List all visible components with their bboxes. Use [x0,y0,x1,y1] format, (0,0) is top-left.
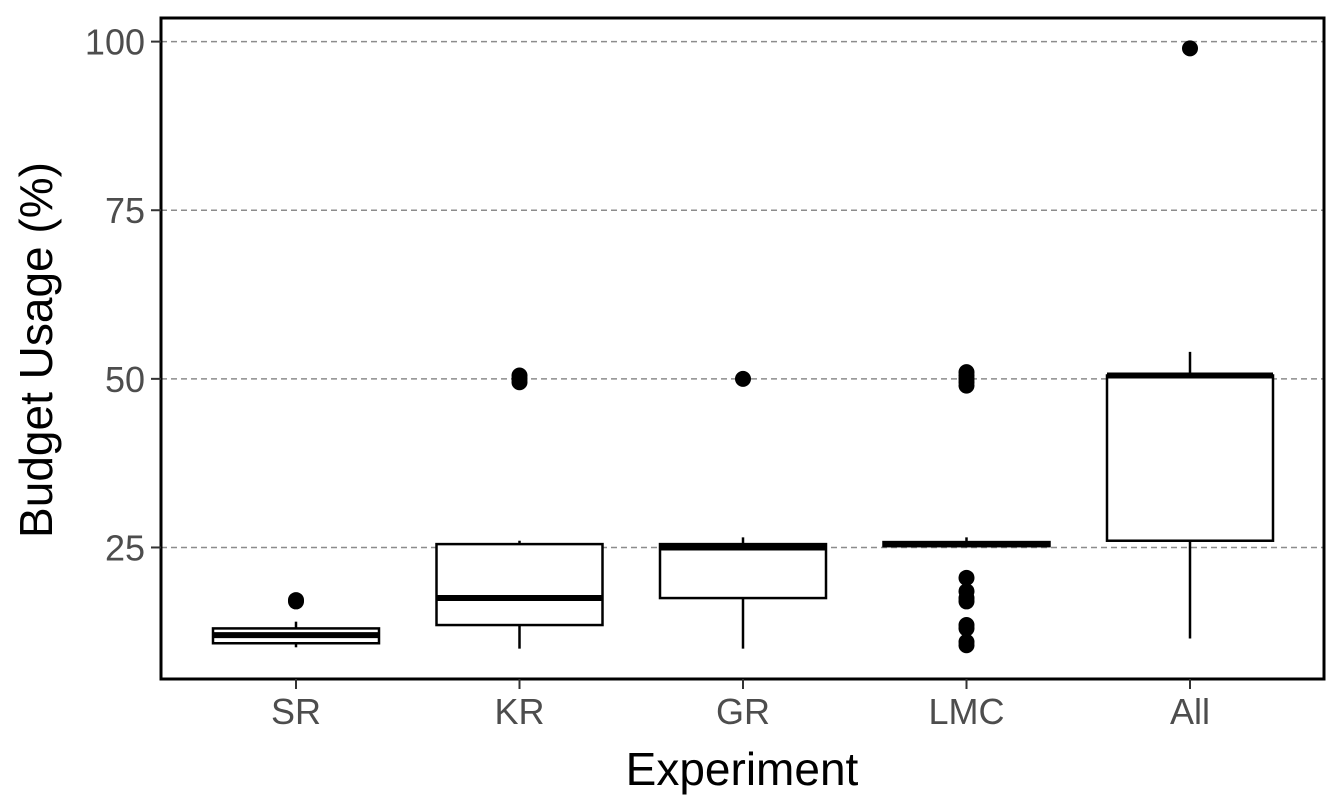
box-iqr [435,542,604,627]
outlier-point [958,569,975,586]
outlier-point [735,370,751,387]
x-tick-label: KR [494,691,544,732]
box-all [1105,40,1275,639]
y-tick-label: 25 [105,527,145,568]
box-kr [435,367,604,649]
outlier-point [958,583,975,600]
x-axis-title: Experiment [626,743,859,795]
y-tick-label: 100 [85,22,145,63]
outlier-point [958,617,975,634]
x-tick-label: GR [716,691,770,732]
y-tick-label: 50 [105,359,145,400]
box-sr [211,592,381,648]
boxes [211,40,1275,654]
outlier-point [288,592,304,609]
box-lmc [882,364,1051,654]
outlier-point [511,367,528,384]
x-axis: SR KR GR LMC All [271,679,1210,732]
box-iqr [658,542,828,600]
outlier-point [958,364,975,381]
y-axis-title: Budget Usage (%) [10,162,62,538]
x-tick-label: All [1170,691,1210,732]
y-axis: 25 50 75 100 [85,22,161,568]
box-iqr [1105,374,1275,542]
outlier-point [1182,40,1198,57]
x-tick-label: LMC [928,691,1004,732]
y-tick-label: 75 [105,190,145,231]
outlier-point [958,633,975,650]
box-gr [658,370,828,649]
x-tick-label: SR [271,691,321,732]
